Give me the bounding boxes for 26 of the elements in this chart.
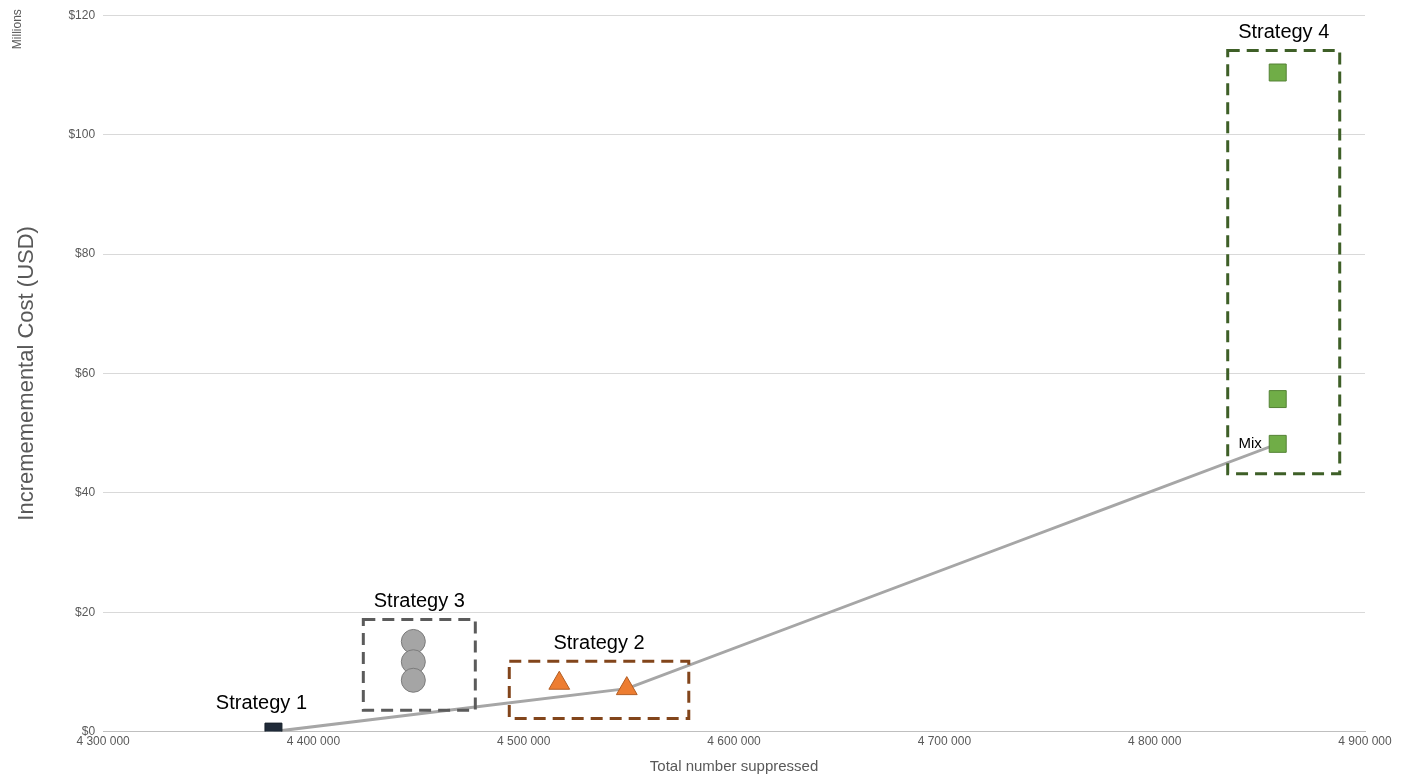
y-tick-label: $60 <box>75 365 96 380</box>
series-label: Strategy 1 <box>215 691 308 714</box>
x-axis-title: Total number suppressed <box>649 757 819 775</box>
point <box>1268 434 1287 453</box>
x-tick-label: 4 700 000 <box>917 734 972 749</box>
x-tick-label: 4 500 000 <box>497 734 551 749</box>
x-tick-label: 4 600 000 <box>707 734 762 749</box>
point <box>615 676 638 696</box>
y-tick-label: $120 <box>68 7 96 22</box>
y-axis-title: Incremememental Cost (USD) <box>13 226 39 521</box>
series-label: Strategy 3 <box>373 588 465 611</box>
annotation: Mix <box>1238 433 1263 451</box>
x-tick-label: 4 400 000 <box>286 734 341 749</box>
y-tick-label: $100 <box>68 126 96 141</box>
x-tick-label: 4 800 000 <box>1127 734 1182 749</box>
point <box>1268 63 1287 82</box>
y-tick-label: $40 <box>75 485 96 500</box>
point <box>1268 390 1287 409</box>
x-tick-label: 4 900 000 <box>1338 734 1393 749</box>
series-label: Strategy 4 <box>1238 20 1330 43</box>
point <box>400 667 426 693</box>
y-tick-label: $80 <box>75 246 96 261</box>
series-label: Strategy 2 <box>553 630 645 653</box>
point <box>400 628 426 654</box>
y-tick-label: $20 <box>75 604 96 619</box>
text: Millions <box>10 9 25 50</box>
